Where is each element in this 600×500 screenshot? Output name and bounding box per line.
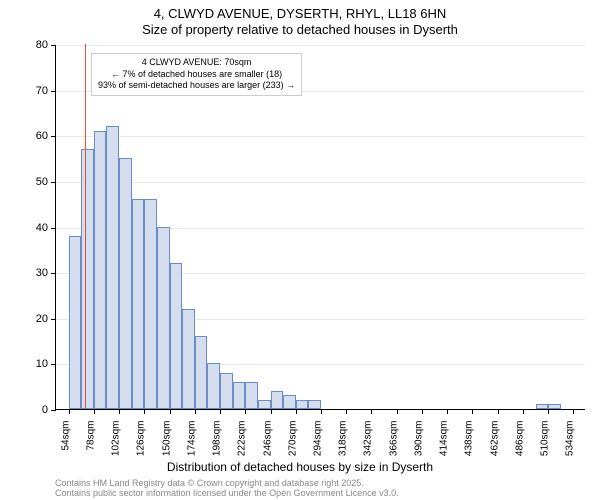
x-tick-label: 198sqm	[212, 421, 223, 457]
y-tick-label: 40	[36, 222, 48, 234]
gridline	[56, 45, 585, 46]
x-tick-label: 510sqm	[540, 421, 551, 457]
x-tick-label: 390sqm	[413, 421, 424, 457]
x-tick	[548, 409, 549, 414]
y-tick	[51, 45, 56, 46]
histogram-bar	[220, 373, 233, 410]
x-tick	[346, 409, 347, 414]
y-tick	[51, 364, 56, 365]
x-tick-label: 534sqm	[565, 421, 576, 457]
x-tick	[472, 409, 473, 414]
x-tick-label: 294sqm	[313, 421, 324, 457]
annotation-line: 4 CLWYD AVENUE: 70sqm	[98, 57, 295, 69]
histogram-bar	[182, 309, 195, 409]
x-tick-label: 462sqm	[489, 421, 500, 457]
x-tick-label: 438sqm	[464, 421, 475, 457]
histogram-bar	[195, 336, 208, 409]
gridline	[56, 136, 585, 137]
histogram-bar	[119, 158, 132, 409]
x-tick-label: 54sqm	[60, 421, 71, 451]
gridline	[56, 182, 585, 183]
annotation-box: 4 CLWYD AVENUE: 70sqm← 7% of detached ho…	[91, 53, 302, 96]
x-tick	[422, 409, 423, 414]
histogram-chart: 4, CLWYD AVENUE, DYSERTH, RHYL, LL18 6HN…	[0, 0, 600, 500]
y-tick	[51, 91, 56, 92]
histogram-bar	[144, 199, 157, 409]
footer-line-2: Contains public sector information licen…	[55, 488, 399, 498]
y-tick-label: 50	[36, 176, 48, 188]
x-tick-label: 318sqm	[338, 421, 349, 457]
y-tick	[51, 410, 56, 411]
footer-line-1: Contains HM Land Registry data © Crown c…	[55, 478, 364, 488]
histogram-bar	[271, 391, 284, 409]
x-tick-label: 150sqm	[161, 421, 172, 457]
x-tick-label: 366sqm	[388, 421, 399, 457]
annotation-line: ← 7% of detached houses are smaller (18)	[98, 69, 295, 81]
histogram-bar	[106, 126, 119, 409]
histogram-bar	[94, 131, 107, 409]
x-tick	[69, 409, 70, 414]
x-tick	[220, 409, 221, 414]
x-tick	[321, 409, 322, 414]
histogram-bar	[207, 363, 220, 409]
x-tick	[245, 409, 246, 414]
reference-line	[85, 44, 86, 409]
x-tick	[94, 409, 95, 414]
x-tick-label: 126sqm	[136, 421, 147, 457]
x-tick	[119, 409, 120, 414]
histogram-bar	[170, 263, 183, 409]
x-tick	[447, 409, 448, 414]
chart-title-main: 4, CLWYD AVENUE, DYSERTH, RHYL, LL18 6HN	[0, 6, 600, 21]
histogram-bar	[296, 400, 309, 409]
x-tick	[397, 409, 398, 414]
histogram-bar	[132, 199, 145, 409]
x-tick-label: 102sqm	[111, 421, 122, 457]
x-tick	[144, 409, 145, 414]
x-tick	[371, 409, 372, 414]
x-tick-label: 270sqm	[287, 421, 298, 457]
x-tick-label: 222sqm	[237, 421, 248, 457]
histogram-bar	[157, 227, 170, 410]
histogram-bar	[283, 395, 296, 409]
x-tick-label: 414sqm	[439, 421, 450, 457]
annotation-line: 93% of semi-detached houses are larger (…	[98, 80, 295, 92]
x-tick	[170, 409, 171, 414]
plot-area: 0102030405060708054sqm78sqm102sqm126sqm1…	[55, 45, 585, 410]
y-tick-label: 30	[36, 267, 48, 279]
y-tick-label: 20	[36, 313, 48, 325]
y-tick-label: 70	[36, 85, 48, 97]
x-tick	[523, 409, 524, 414]
histogram-bar	[536, 404, 549, 409]
x-tick-label: 246sqm	[262, 421, 273, 457]
histogram-bar	[69, 236, 82, 409]
histogram-bar	[233, 382, 246, 409]
chart-title-sub: Size of property relative to detached ho…	[0, 22, 600, 37]
x-tick-label: 486sqm	[514, 421, 525, 457]
histogram-bar	[81, 149, 94, 409]
histogram-bar	[308, 400, 321, 409]
x-tick	[195, 409, 196, 414]
x-tick	[573, 409, 574, 414]
x-tick	[271, 409, 272, 414]
y-tick	[51, 273, 56, 274]
y-tick	[51, 228, 56, 229]
histogram-bar	[258, 400, 271, 409]
y-tick-label: 10	[36, 358, 48, 370]
x-tick	[498, 409, 499, 414]
y-tick	[51, 136, 56, 137]
y-tick-label: 0	[42, 404, 48, 416]
x-tick-label: 78sqm	[85, 421, 96, 451]
y-tick-label: 60	[36, 130, 48, 142]
x-tick	[296, 409, 297, 414]
histogram-bar	[548, 404, 561, 409]
x-tick-label: 174sqm	[186, 421, 197, 457]
y-tick	[51, 182, 56, 183]
x-tick-label: 342sqm	[363, 421, 374, 457]
y-tick-label: 80	[36, 39, 48, 51]
histogram-bar	[245, 382, 258, 409]
x-axis-label: Distribution of detached houses by size …	[0, 460, 600, 474]
y-tick	[51, 319, 56, 320]
